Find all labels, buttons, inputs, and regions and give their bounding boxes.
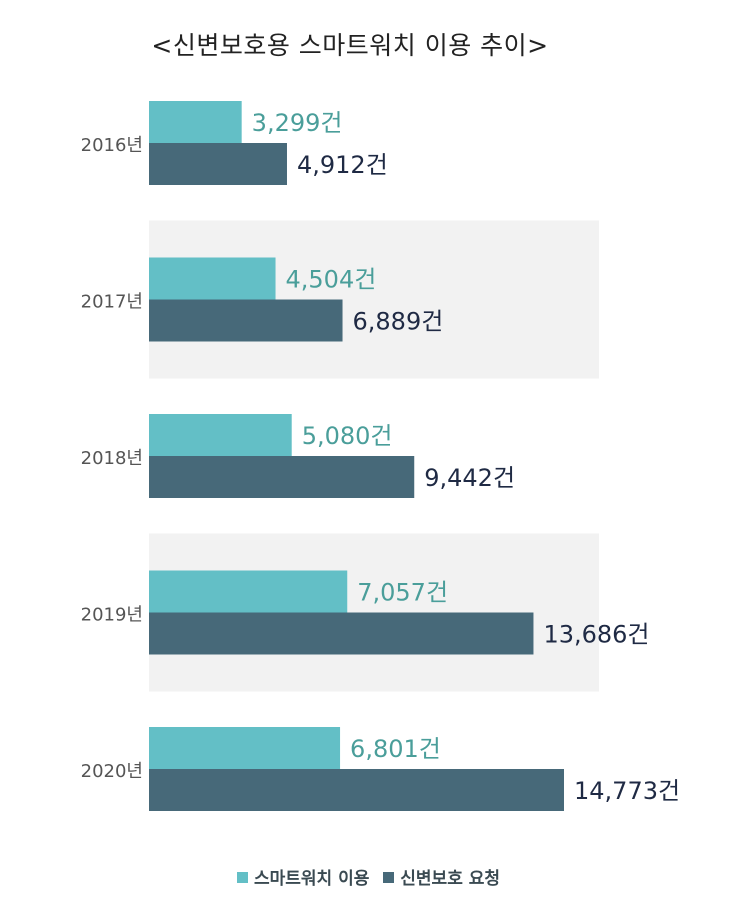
bar-smartwatch	[149, 570, 348, 613]
data-label: 9,442건	[424, 464, 515, 492]
category-label: 2016년	[81, 135, 143, 156]
legend-swatch-protection	[383, 872, 395, 883]
data-label: 6,801건	[350, 735, 441, 763]
legend-item-protection: 신변보호 요청	[383, 864, 500, 889]
data-label: 5,080건	[302, 422, 393, 450]
chart-title: <신변보호용 스마트워치 이용 추이>	[151, 31, 549, 60]
data-label: 3,299건	[252, 109, 343, 137]
category-label: 2018년	[81, 448, 143, 469]
bar-smartwatch	[149, 727, 341, 769]
data-label: 14,773건	[574, 777, 680, 805]
bar-protection	[149, 456, 415, 498]
legend: 스마트워치 이용 신변보호 요청	[0, 864, 737, 889]
data-label: 13,686건	[543, 621, 649, 649]
bar-protection	[149, 299, 343, 342]
category-label: 2017년	[81, 292, 143, 313]
bar-smartwatch	[149, 414, 292, 456]
legend-label-protection: 신변보호 요청	[400, 869, 501, 889]
bar-protection	[149, 143, 287, 185]
data-label: 4,504건	[286, 266, 377, 294]
bar-smartwatch	[149, 101, 242, 143]
data-label: 6,889건	[353, 308, 444, 336]
bar-protection	[149, 612, 534, 655]
category-label: 2019년	[81, 605, 143, 626]
bars	[149, 101, 564, 811]
category-label: 2020년	[81, 761, 143, 782]
data-label: 4,912건	[297, 151, 388, 179]
bar-smartwatch	[149, 257, 276, 300]
bar-protection	[149, 769, 564, 811]
labels: 2016년 3,299건 4,912건 2017년 4,504건 6,889건 2018년 5…	[81, 109, 680, 805]
bar-chart: 2016년 3,299건 4,912건 2017년 4,504건 6,889건 2018년 5…	[81, 101, 680, 811]
data-label: 7,057건	[357, 579, 448, 607]
legend-swatch-smartwatch	[236, 872, 248, 883]
legend-label-smartwatch: 스마트워치 이용	[253, 869, 370, 889]
legend-item-smartwatch: 스마트워치 이용	[236, 864, 370, 889]
